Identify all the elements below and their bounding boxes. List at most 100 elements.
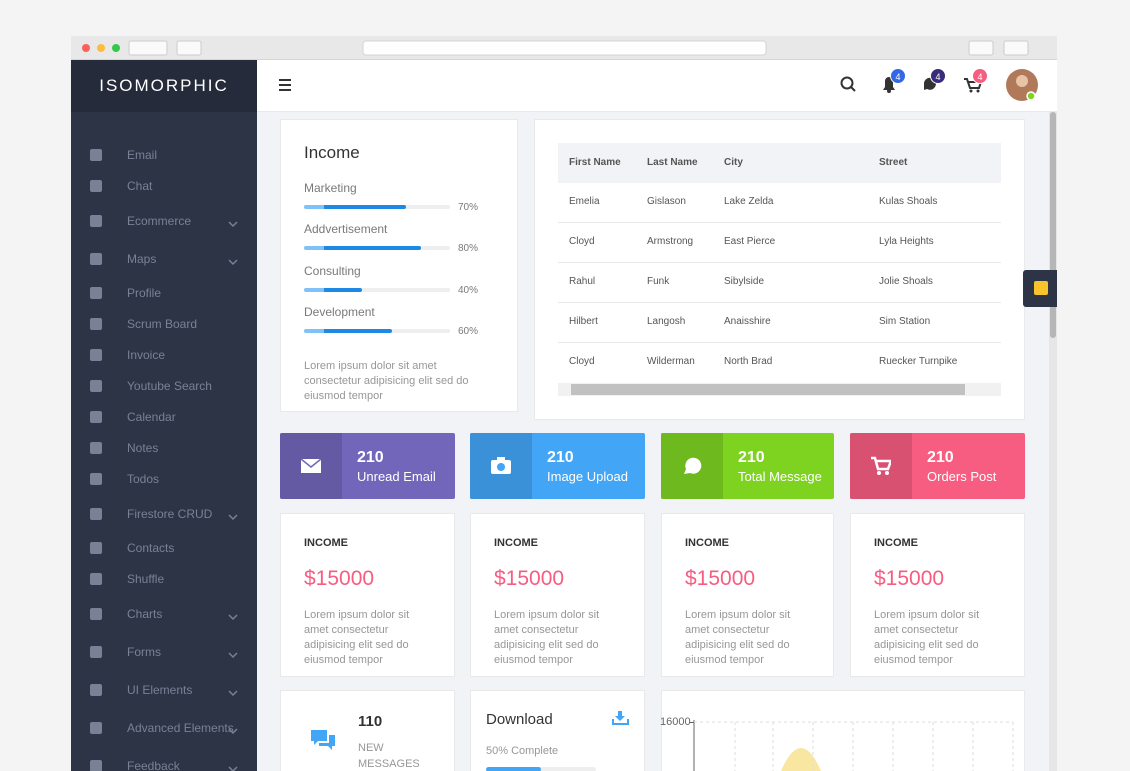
table-cell: Gislason bbox=[647, 196, 686, 207]
income-label: Consulting bbox=[304, 264, 361, 278]
card-text: Lorem ipsum dolor sit amet consectetur a… bbox=[685, 609, 791, 666]
menu-item[interactable]: Chat bbox=[71, 174, 257, 198]
menu-item[interactable]: Invoice bbox=[71, 343, 257, 367]
menu-label: Todos bbox=[127, 472, 160, 486]
table-cell: East Pierce bbox=[724, 236, 776, 247]
menu-icon bbox=[90, 252, 102, 265]
income-label: Development bbox=[304, 305, 375, 319]
brand[interactable]: ISOMORPHIC bbox=[71, 60, 257, 112]
card-amount: $15000 bbox=[685, 567, 756, 590]
table-cell: Wilderman bbox=[647, 356, 695, 367]
progress-value: 40% bbox=[458, 285, 479, 296]
stat-tile-icon-svg bbox=[684, 457, 702, 474]
menu-chevron-svg bbox=[228, 258, 238, 265]
stat-value: 210 bbox=[927, 449, 954, 466]
menu-item[interactable]: Profile bbox=[71, 281, 257, 305]
menu-item[interactable]: Youtube Search bbox=[71, 374, 257, 398]
menu-icon bbox=[90, 149, 102, 161]
theme-switcher-icon[interactable] bbox=[1034, 281, 1048, 295]
stat-label: Orders Post bbox=[927, 469, 997, 484]
card-text: Lorem ipsum dolor sit amet consectetur a… bbox=[494, 609, 600, 666]
stat-tile-icon-svg bbox=[300, 458, 322, 473]
table-cell: Hilbert bbox=[569, 316, 598, 327]
menu-icon bbox=[90, 214, 102, 227]
download-icon[interactable] bbox=[612, 711, 629, 725]
card-amount: $15000 bbox=[494, 567, 565, 590]
progress-bar bbox=[304, 246, 421, 250]
menu-item[interactable]: Calendar bbox=[71, 405, 257, 429]
menu-label: Notes bbox=[127, 441, 159, 455]
menu-label: Scrum Board bbox=[127, 317, 198, 331]
card-amount: $15000 bbox=[874, 567, 945, 590]
menu-item[interactable]: Scrum Board bbox=[71, 312, 257, 336]
menu-icon bbox=[90, 507, 102, 520]
stat-tile-icon-svg bbox=[871, 456, 893, 475]
menu-label: Contacts bbox=[127, 541, 175, 555]
menu-label: UI Elements bbox=[127, 682, 193, 697]
download-card bbox=[470, 690, 645, 771]
menu-icon bbox=[90, 180, 102, 192]
table-cell: Kulas Shoals bbox=[879, 196, 938, 207]
menu-chevron-svg bbox=[228, 689, 238, 696]
messages-card bbox=[280, 690, 455, 771]
menu-item[interactable]: Maps bbox=[71, 247, 257, 271]
menu-icon bbox=[90, 442, 102, 454]
table-cell: Cloyd bbox=[569, 236, 595, 247]
table-head bbox=[558, 143, 1001, 183]
stat-tile[interactable]: 210 Orders Post bbox=[850, 433, 1025, 499]
notification-badge: 4 bbox=[890, 68, 906, 84]
stat-tile[interactable]: 210 Image Upload bbox=[470, 433, 645, 499]
income-label: Addvertisement bbox=[304, 222, 388, 236]
download-progress-label: 50% Complete bbox=[486, 745, 559, 757]
menu-label: Invoice bbox=[127, 348, 166, 362]
menu-icon bbox=[90, 721, 102, 734]
stat-tile-icon bbox=[682, 456, 702, 481]
column-header: Last Name bbox=[647, 157, 698, 168]
scroll-thumb[interactable] bbox=[1050, 112, 1056, 338]
column-header: City bbox=[724, 157, 743, 168]
browser-controls bbox=[82, 40, 1029, 56]
menu-chevron bbox=[228, 647, 238, 665]
sidebar bbox=[71, 60, 257, 771]
messages-label: NEW MESSAGES bbox=[358, 742, 420, 770]
card-text: Lorem ipsum dolor sit amet consectetur a… bbox=[874, 609, 980, 666]
menu-item[interactable]: Advanced Elements bbox=[71, 716, 257, 740]
menu-label: Profile bbox=[127, 286, 162, 300]
menu-label: Firestore CRUD bbox=[127, 506, 213, 521]
progress-track bbox=[486, 767, 596, 771]
income-summary-card: INCOME $15000 Lorem ipsum dolor sit amet c… bbox=[661, 513, 834, 677]
menu-item[interactable]: Firestore CRUD bbox=[71, 502, 257, 526]
card-title: INCOME bbox=[874, 537, 918, 549]
income-card bbox=[280, 119, 518, 412]
progress-bar bbox=[304, 288, 363, 292]
menu-item[interactable]: UI Elements bbox=[71, 678, 257, 702]
menu-item[interactable]: Email bbox=[71, 143, 257, 167]
table-cell: Emelia bbox=[569, 196, 600, 207]
menu-item[interactable]: Ecommerce bbox=[71, 209, 257, 233]
stat-tile[interactable]: 210 Unread Email bbox=[280, 433, 455, 499]
messages-icon bbox=[311, 730, 335, 750]
menu-item[interactable]: Notes bbox=[71, 436, 257, 460]
menu-icon bbox=[90, 473, 102, 485]
menu-icon bbox=[90, 380, 102, 392]
table-scroll-thumb[interactable] bbox=[571, 384, 965, 395]
progress-bar bbox=[304, 205, 407, 209]
table-cell: Jolie Shoals bbox=[879, 276, 933, 287]
menu-icon bbox=[90, 542, 102, 554]
chart-area bbox=[693, 720, 1014, 771]
menu-item[interactable]: Contacts bbox=[71, 536, 257, 560]
stat-tile-icon bbox=[491, 456, 511, 481]
menu-item[interactable]: Charts bbox=[71, 602, 257, 626]
menu-label: Advanced Elements bbox=[127, 720, 234, 735]
table-cell: Langosh bbox=[647, 316, 686, 327]
menu-label: Calendar bbox=[127, 410, 176, 424]
menu-icon bbox=[90, 349, 102, 361]
menu-item[interactable]: Shuffle bbox=[71, 567, 257, 591]
table-cell: Funk bbox=[647, 276, 670, 287]
menu-item[interactable]: Forms bbox=[71, 640, 257, 664]
stat-tile[interactable]: 210 Total Message bbox=[661, 433, 834, 499]
card-text: Lorem ipsum dolor sit amet consectetur a… bbox=[304, 609, 410, 666]
menu-item[interactable]: Todos bbox=[71, 467, 257, 491]
